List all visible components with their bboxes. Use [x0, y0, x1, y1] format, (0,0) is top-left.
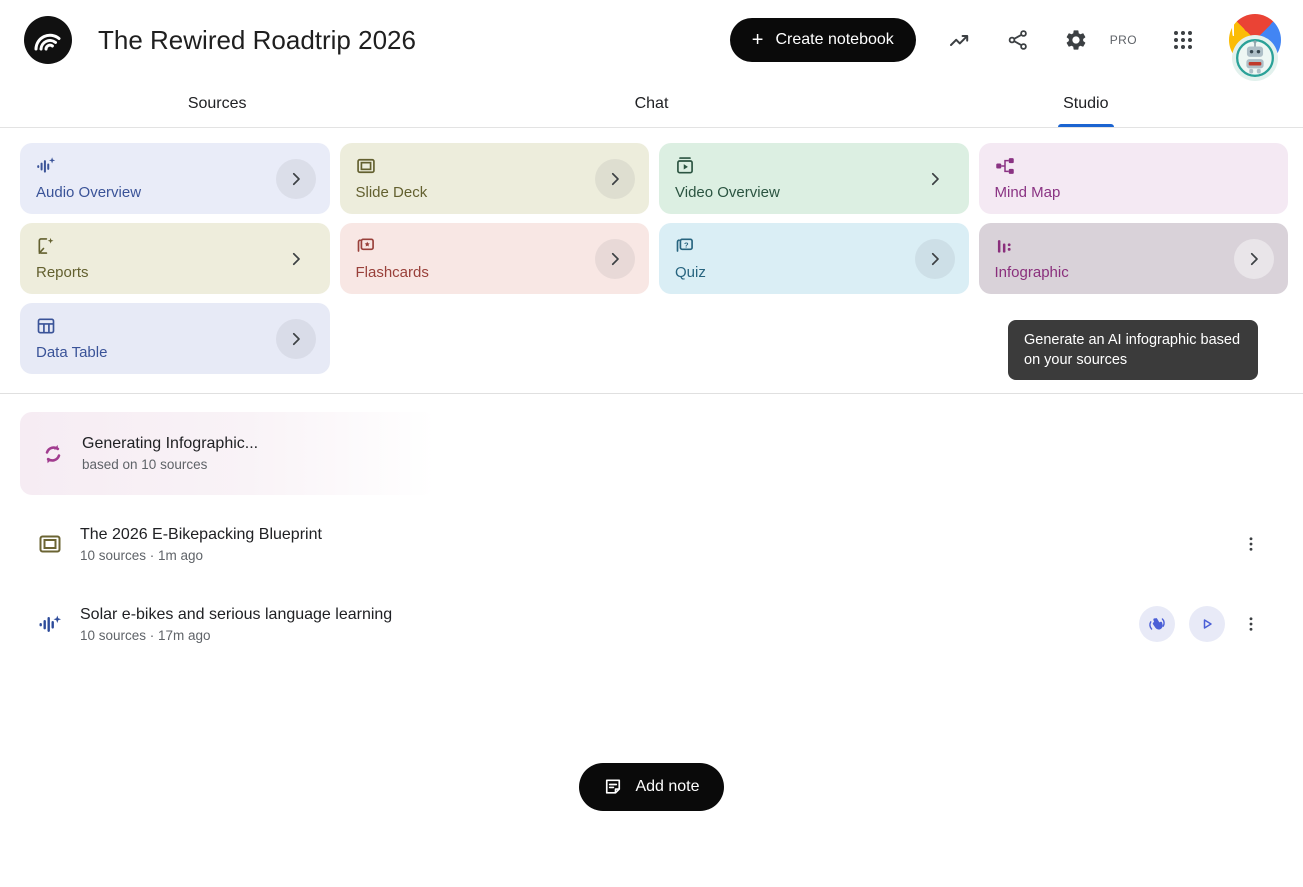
- more-menu-icon[interactable]: [1239, 532, 1263, 556]
- tab-bar: Sources Chat Studio: [0, 80, 1303, 128]
- slide-frame-icon: [38, 532, 62, 556]
- card-star-icon: [356, 236, 376, 256]
- table-grid-icon: [36, 316, 56, 336]
- slide-frame-icon: [356, 156, 376, 176]
- chevron-right-icon[interactable]: [275, 318, 316, 359]
- card-infographic[interactable]: Infographic: [978, 223, 1288, 294]
- play-button[interactable]: [1189, 606, 1225, 642]
- add-note-label: Add note: [635, 778, 700, 795]
- bar-chart-icon: [995, 236, 1015, 256]
- artifact-text: Solar e-bikes and serious language learn…: [80, 606, 1139, 643]
- create-notebook-label: Create notebook: [775, 31, 894, 48]
- active-tab-indicator: [1057, 124, 1114, 127]
- generating-infographic-item[interactable]: Generating Infographic... based on 10 so…: [20, 412, 436, 495]
- create-notebook-button[interactable]: + Create notebook: [729, 18, 916, 62]
- card-slide-deck[interactable]: Slide Deck: [339, 143, 649, 214]
- audio-waveform-sparkle-icon: [38, 612, 62, 636]
- card-label: Slide Deck: [355, 184, 428, 201]
- artifact-meta: 10 sources · 17m ago: [80, 627, 211, 643]
- tab-studio[interactable]: Studio: [869, 80, 1303, 127]
- avatar[interactable]: [1229, 14, 1281, 100]
- report-sparkle-icon: [36, 236, 56, 256]
- artifact-title: The 2026 E-Bikepacking Blueprint: [80, 525, 322, 543]
- note-icon: [603, 777, 623, 797]
- interactive-mode-button[interactable]: [1139, 606, 1175, 642]
- chevron-right-icon[interactable]: [915, 159, 955, 199]
- add-note-container: Add note: [0, 763, 1303, 811]
- generating-subtitle: based on 10 sources: [82, 457, 208, 472]
- tab-chat[interactable]: Chat: [434, 80, 868, 127]
- card-label: Audio Overview: [36, 184, 142, 201]
- card-mind-map[interactable]: Mind Map: [978, 143, 1288, 214]
- chevron-right-icon[interactable]: [275, 158, 316, 199]
- tab-chat-label: Chat: [634, 94, 669, 112]
- settings-icon[interactable]: [1064, 28, 1088, 52]
- tab-sources[interactable]: Sources: [0, 80, 434, 127]
- sync-arrows-icon: [40, 441, 66, 467]
- notebooklm-logo[interactable]: [24, 16, 72, 64]
- apps-grid-icon[interactable]: [1171, 28, 1195, 52]
- artifact-row-slide-deck[interactable]: The 2026 E-Bikepacking Blueprint 10 sour…: [0, 513, 1303, 575]
- card-question-icon: ?: [675, 236, 695, 256]
- chevron-right-icon[interactable]: [1234, 238, 1274, 279]
- notebook-title[interactable]: The Rewired Roadtrip 2026: [98, 24, 416, 55]
- tab-sources-label: Sources: [187, 94, 247, 112]
- svg-text:?: ?: [684, 240, 689, 249]
- pro-badge: PRO: [1109, 33, 1137, 47]
- tab-studio-label: Studio: [1063, 94, 1109, 112]
- infographic-tooltip: Generate an AI infographic based on your…: [1008, 320, 1258, 380]
- card-label: Reports: [36, 264, 89, 281]
- card-quiz[interactable]: ? Quiz: [659, 223, 969, 294]
- card-label: Video Overview: [675, 184, 780, 201]
- card-reports[interactable]: Reports: [20, 223, 330, 294]
- artifact-actions: [1239, 532, 1263, 556]
- chevron-right-icon[interactable]: [276, 239, 316, 279]
- card-label: Flashcards: [355, 264, 429, 281]
- audio-waveform-sparkle-icon: [36, 156, 56, 176]
- generating-title: Generating Infographic...: [82, 435, 259, 452]
- card-label: Infographic: [994, 264, 1069, 281]
- share-icon[interactable]: [1006, 28, 1030, 52]
- artifact-title: Solar e-bikes and serious language learn…: [80, 605, 393, 623]
- video-player-icon: [675, 156, 695, 176]
- card-label: Quiz: [675, 264, 706, 281]
- chevron-right-icon[interactable]: [595, 158, 635, 199]
- studio-card-grid: Audio Overview Slide Deck: [20, 143, 1288, 374]
- generating-text: Generating Infographic... based on 10 so…: [82, 435, 258, 472]
- card-label: Data Table: [36, 344, 108, 361]
- artifact-actions: [1139, 606, 1263, 642]
- card-video-overview[interactable]: Video Overview: [659, 143, 969, 214]
- node-graph-icon: [995, 156, 1015, 176]
- artifact-meta: 10 sources · 1m ago: [80, 547, 204, 563]
- chevron-right-icon[interactable]: [595, 238, 635, 279]
- card-label: Mind Map: [994, 184, 1061, 201]
- plus-icon: +: [751, 29, 764, 51]
- trending-up-icon[interactable]: [948, 28, 972, 52]
- chevron-right-icon[interactable]: [914, 238, 955, 279]
- card-flashcards[interactable]: Flashcards: [339, 223, 649, 294]
- header: The Rewired Roadtrip 2026 + Create noteb…: [0, 0, 1303, 100]
- section-divider: [0, 393, 1303, 394]
- artifact-text: The 2026 E-Bikepacking Blueprint 10 sour…: [80, 526, 1239, 563]
- artifact-row-audio-overview[interactable]: Solar e-bikes and serious language learn…: [0, 593, 1303, 655]
- header-icon-group: PRO: [948, 14, 1281, 100]
- add-note-button[interactable]: Add note: [579, 763, 724, 811]
- card-data-table[interactable]: Data Table: [20, 303, 330, 374]
- more-menu-icon[interactable]: [1239, 612, 1263, 636]
- card-audio-overview[interactable]: Audio Overview: [20, 143, 330, 214]
